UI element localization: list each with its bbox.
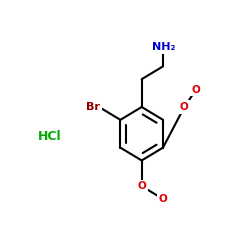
Text: Br: Br <box>86 102 100 112</box>
Text: O: O <box>137 181 146 191</box>
Text: O: O <box>159 194 168 204</box>
Text: O: O <box>192 85 200 95</box>
Text: O: O <box>180 102 189 112</box>
Text: HCl: HCl <box>38 130 62 143</box>
Text: NH₂: NH₂ <box>152 42 176 52</box>
